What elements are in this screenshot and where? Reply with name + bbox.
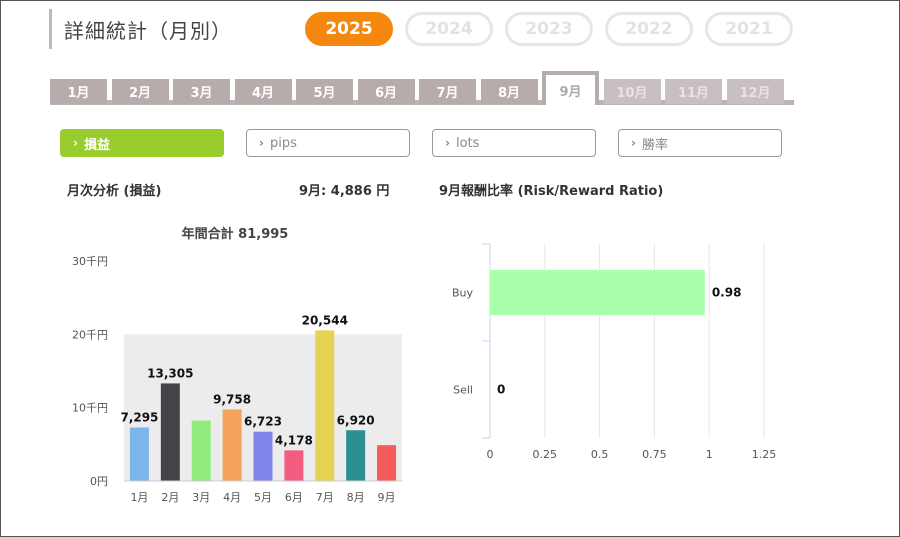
year-button-2024[interactable]: 2024 (405, 12, 493, 46)
bar-data-label: 7,295 (120, 411, 158, 425)
x-tick-label: 6月 (285, 491, 303, 504)
current-month-value: 9月: 4,886 円 (299, 184, 390, 199)
month-tab-6[interactable]: 6月 (357, 79, 415, 104)
bar-5 (253, 431, 273, 481)
month-tab-9[interactable]: 9月 (542, 71, 599, 105)
y-tick-label: 20千円 (72, 328, 108, 341)
y-tick-label: 10千円 (72, 402, 108, 415)
chart-title: 年間合計 81,995 (182, 226, 289, 242)
chevron-right-icon: › (445, 136, 450, 150)
month-tab-4[interactable]: 4月 (234, 79, 292, 104)
x-tick-label: 1 (706, 448, 713, 461)
bar-data-label: 4,178 (275, 433, 313, 447)
risk-reward-chart: 0 0.25 0.5 0.75 1 1.25 Buy 0.98 Sell 0 (452, 243, 777, 461)
bar-data-label: 6,920 (337, 413, 375, 427)
year-selector: 2025 2024 2023 2022 2021 (305, 12, 793, 46)
year-button-2021[interactable]: 2021 (705, 12, 793, 46)
x-tick-label: 0 (487, 448, 494, 461)
x-tick-label: 1.25 (752, 448, 777, 461)
bar-1 (129, 427, 149, 481)
month-tab-1[interactable]: 1月 (50, 79, 107, 104)
metric-button-lots[interactable]: › lots (432, 129, 596, 157)
bar-data-label: 0 (497, 383, 505, 397)
x-tick-label: 1月 (130, 491, 148, 504)
year-button-2023[interactable]: 2023 (505, 12, 593, 46)
bar-data-label: 0.98 (712, 286, 742, 300)
x-tick-label: 0.5 (591, 448, 609, 461)
hbar-buy (490, 270, 705, 315)
chevron-right-icon: › (259, 136, 264, 150)
month-tab-2[interactable]: 2月 (111, 79, 169, 104)
month-tab-7[interactable]: 7月 (419, 79, 476, 104)
y-tick-label: 0円 (90, 475, 108, 488)
x-tick-label: 5月 (254, 491, 272, 504)
chevron-right-icon: › (631, 136, 636, 150)
x-tick-label: 8月 (347, 491, 365, 504)
metric-button-win-rate[interactable]: › 勝率 (618, 129, 782, 157)
month-tab-8[interactable]: 8月 (480, 79, 538, 104)
bar-8 (346, 430, 366, 481)
page-title-block: 詳細統計（月別） (49, 9, 232, 49)
bar-data-label: 6,723 (244, 415, 282, 429)
metric-label: 損益 (83, 137, 110, 153)
bar-data-label: 13,305 (147, 366, 193, 380)
month-tab-12[interactable]: 12月 (726, 79, 784, 104)
month-tab-11[interactable]: 11月 (665, 79, 722, 104)
x-tick-label: 7月 (316, 491, 334, 504)
monthly-heading: 月次分析 (損益) (67, 184, 162, 199)
bar-6 (284, 450, 304, 481)
y-tick-label: Buy (452, 287, 474, 300)
page-title: 詳細統計（月別） (64, 18, 232, 43)
ratio-heading: 9月報酬比率 (Risk/Reward Ratio) (439, 184, 664, 199)
year-button-2025[interactable]: 2025 (305, 12, 393, 46)
x-tick-label: 3月 (192, 491, 210, 504)
metric-button-profit[interactable]: › 損益 (60, 129, 224, 157)
x-tick-label: 2月 (161, 491, 179, 504)
metric-label: 勝率 (641, 137, 668, 153)
y-tick-label: Sell (453, 384, 473, 397)
bar-data-label: 20,544 (302, 313, 348, 327)
monthly-profit-chart: 年間合計 81,995 0円 10千円 20千円 30千円 7,295 1月 13,305 2月… (72, 226, 402, 504)
bar-7 (315, 330, 335, 481)
chevron-right-icon: › (73, 136, 78, 150)
bar-4 (222, 409, 242, 481)
year-button-2022[interactable]: 2022 (605, 12, 693, 46)
x-tick-label: 9月 (378, 491, 396, 504)
x-tick-label: 0.25 (533, 448, 558, 461)
bar-3 (191, 420, 211, 481)
bar-9 (377, 445, 397, 481)
y-tick-label: 30千円 (72, 255, 108, 268)
x-tick-label: 4月 (223, 491, 241, 504)
month-tab-3[interactable]: 3月 (173, 79, 230, 104)
bar-2 (160, 383, 180, 481)
month-tab-10[interactable]: 10月 (603, 79, 661, 104)
month-tabs: 1月 2月 3月 4月 5月 6月 7月 8月 9月 10月 11月 12月 (50, 71, 794, 105)
metric-label: pips (269, 135, 297, 151)
bar-data-label: 9,758 (213, 392, 251, 406)
month-tab-5[interactable]: 5月 (296, 79, 353, 104)
metric-label: lots (455, 135, 480, 151)
metric-button-pips[interactable]: › pips (246, 129, 410, 157)
x-tick-label: 0.75 (642, 448, 667, 461)
